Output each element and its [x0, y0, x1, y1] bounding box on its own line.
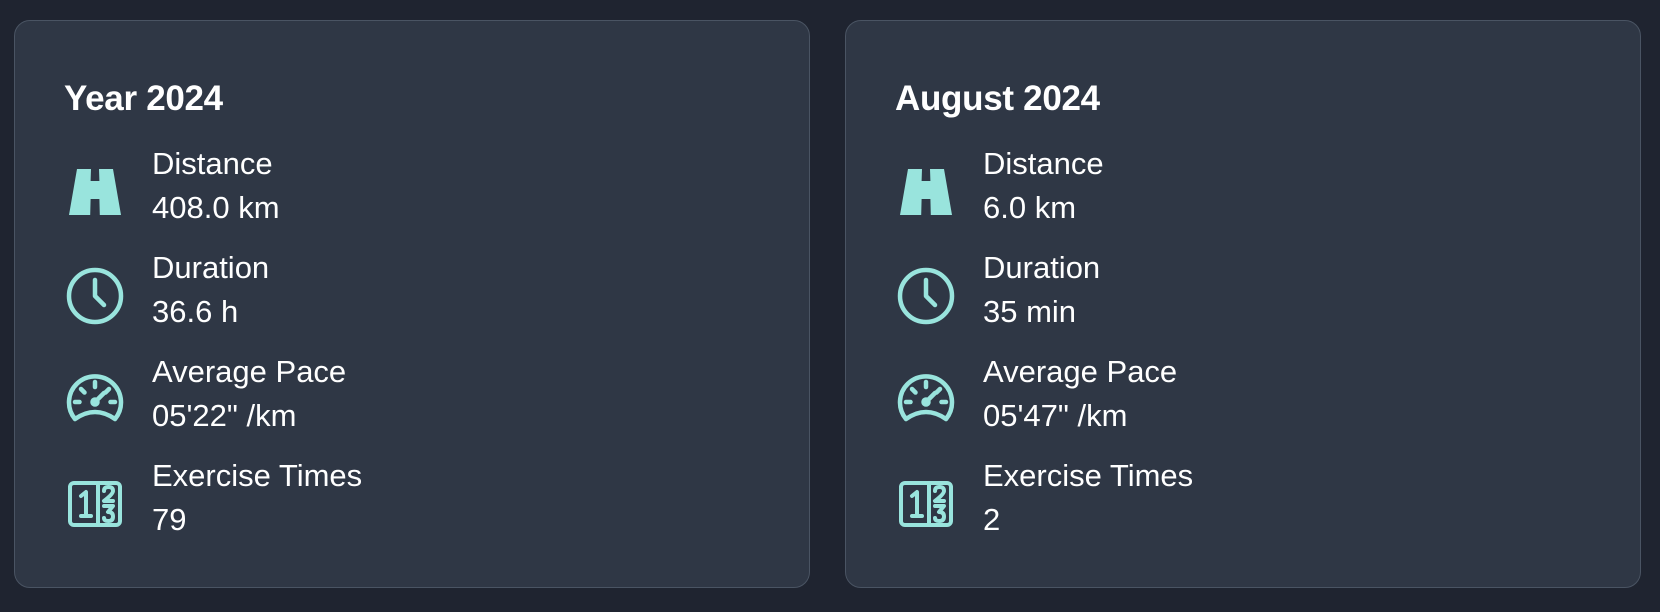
distance-stat: Distance 408.0 km [64, 144, 764, 240]
stat-label: Average Pace [983, 354, 1178, 389]
stat-label: Distance [983, 146, 1104, 181]
stat-label: Exercise Times [152, 458, 363, 493]
year-stats-card: Year 2024 Distance 408.0 km Duration 36.… [14, 20, 810, 588]
stat-value: 36.6 h [152, 294, 239, 329]
stat-label: Average Pace [152, 354, 347, 389]
stat-value: 2 [983, 502, 1001, 537]
numbers-icon [64, 473, 126, 535]
stat-label: Distance [152, 146, 273, 181]
exercise-times-stat: Exercise Times 2 [895, 456, 1595, 552]
average-pace-stat: Average Pace 05'22" /km [64, 352, 764, 448]
card-title: August 2024 [895, 79, 1100, 118]
stat-value: 6.0 km [983, 190, 1077, 225]
stat-label: Duration [152, 250, 270, 285]
exercise-times-stat: Exercise Times 79 [64, 456, 764, 552]
speedometer-icon [895, 369, 957, 431]
average-pace-stat: Average Pace 05'47" /km [895, 352, 1595, 448]
stat-value: 79 [152, 502, 187, 537]
numbers-icon [895, 473, 957, 535]
speedometer-icon [64, 369, 126, 431]
distance-stat: Distance 6.0 km [895, 144, 1595, 240]
road-icon [895, 161, 957, 223]
stat-value: 05'47" /km [983, 398, 1128, 433]
duration-stat: Duration 35 min [895, 248, 1595, 344]
stat-label: Duration [983, 250, 1101, 285]
stat-value: 05'22" /km [152, 398, 297, 433]
month-stats-card: August 2024 Distance 6.0 km Duration 35 … [845, 20, 1641, 588]
card-title: Year 2024 [64, 79, 223, 118]
stat-label: Exercise Times [983, 458, 1194, 493]
stat-value: 35 min [983, 294, 1077, 329]
clock-icon [895, 265, 957, 327]
road-icon [64, 161, 126, 223]
stat-value: 408.0 km [152, 190, 280, 225]
duration-stat: Duration 36.6 h [64, 248, 764, 344]
clock-icon [64, 265, 126, 327]
